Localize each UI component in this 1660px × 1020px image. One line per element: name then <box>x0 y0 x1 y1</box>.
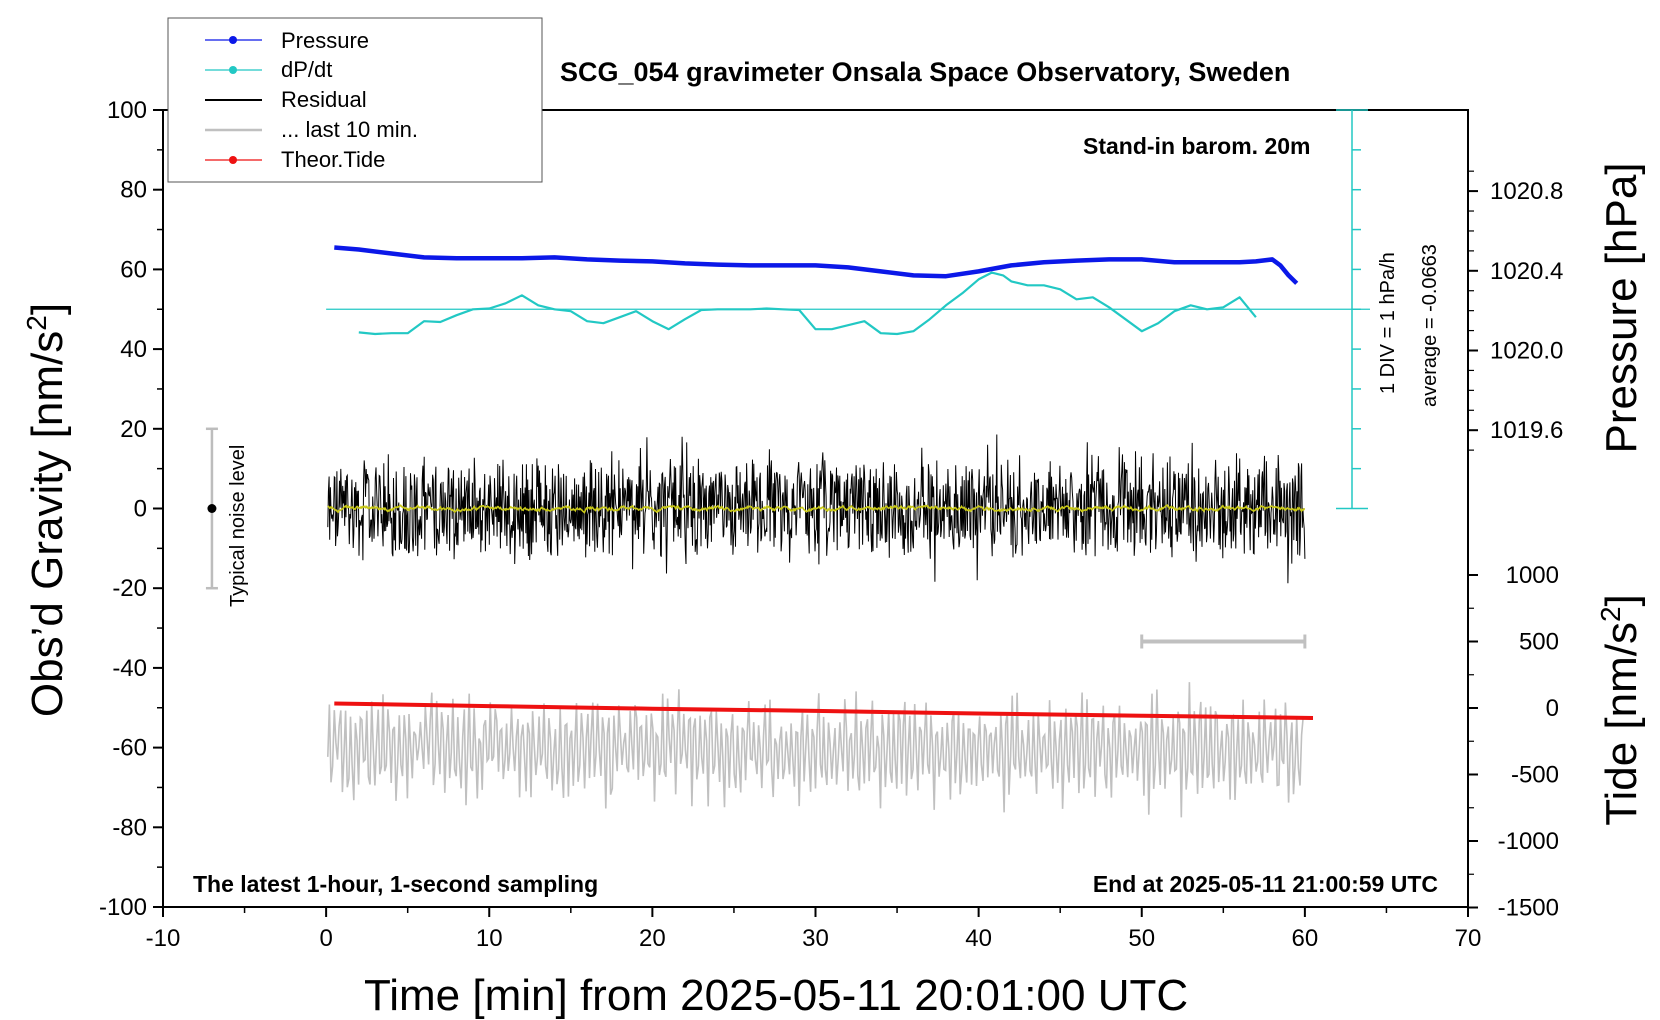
x-tick-label: 0 <box>319 925 332 952</box>
y-axis-pressure-title: Pressure [hPa] <box>1597 162 1646 453</box>
scale-note: 1 DIV = 1 hPa/h <box>1377 252 1399 394</box>
tide-tick-label: -1500 <box>1498 895 1559 922</box>
noise-bar-dot <box>207 504 217 513</box>
residual-line <box>327 434 1306 584</box>
y-tick-label: -100 <box>99 894 147 921</box>
y-axis-left-title: Obs’d Gravity [nm/s2] <box>21 303 72 717</box>
y-axis-tide-title-close: ] <box>1597 594 1646 606</box>
tide-line <box>334 701 1314 720</box>
x-axis: -10 0 10 20 30 40 50 60 70 <box>146 907 1482 952</box>
legend-tide-marker <box>229 156 237 164</box>
y-tick-label: -40 <box>112 655 147 682</box>
y-tick-label: 40 <box>120 336 147 363</box>
x-axis-title: Time [min] from 2025-05-11 20:01:00 UTC <box>364 971 1188 1020</box>
tide-tick-label: 500 <box>1519 629 1559 656</box>
tide-tick-label: -1000 <box>1498 828 1559 855</box>
x-tick-label: 20 <box>639 925 666 952</box>
x-tick-label: 30 <box>802 925 829 952</box>
pressure-tick-label: 1020.4 <box>1490 258 1563 285</box>
pressure-line <box>334 245 1299 285</box>
residual-smooth-line <box>327 504 1305 514</box>
x-tick-label: 60 <box>1292 925 1319 952</box>
legend-dpdt-marker <box>229 66 237 74</box>
y-tick-label: 20 <box>120 416 147 443</box>
chart-title: SCG_054 gravimeter Onsala Space Observat… <box>560 57 1290 87</box>
tide-series <box>334 701 1314 720</box>
last10-series <box>327 682 1304 818</box>
x-tick-label: -10 <box>146 925 181 952</box>
last10-scale-bar <box>1140 634 1307 649</box>
legend-last10-label: ... last 10 min. <box>281 117 418 142</box>
x-tick-label: 70 <box>1455 925 1482 952</box>
residual-series <box>327 434 1306 584</box>
y-axis-left-title-sup: 2 <box>21 315 52 331</box>
legend-dpdt-label: dP/dt <box>281 57 332 82</box>
pressure-tick-label: 1020.8 <box>1490 178 1563 205</box>
y-tick-label: 80 <box>120 177 147 204</box>
legend-pressure-label: Pressure <box>281 28 369 53</box>
y-axis-right: 1020.8 1020.4 1020.0 1019.6 1000 500 0 -500 -100… <box>1468 170 1563 922</box>
y-axis-left-title-main: Obs’d Gravity [nm/s <box>23 331 72 717</box>
x-tick-label: 40 <box>965 925 992 952</box>
tide-tick-label: -500 <box>1511 762 1559 789</box>
tide-tick-label: 1000 <box>1506 562 1559 589</box>
barometer-note: Stand-in barom. 20m <box>1083 133 1310 159</box>
average-note: average = -0.0663 <box>1419 244 1441 407</box>
pressure-series <box>334 245 1299 285</box>
noise-note: Typical noise level <box>227 445 249 607</box>
y-axis-tide-title: Tide [nm/s2] <box>1595 594 1646 826</box>
x-tick-label: 50 <box>1128 925 1155 952</box>
pressure-tick-label: 1019.6 <box>1490 417 1563 444</box>
y-axis-left: 100 80 60 40 20 0 -20 -40 -60 -80 -100 <box>99 97 163 921</box>
end-note: End at 2025-05-11 21:00:59 UTC <box>1093 871 1438 897</box>
pressure-tick-label: 1020.0 <box>1490 338 1563 365</box>
y-tick-label: -80 <box>112 814 147 841</box>
noise-level-bar <box>205 427 218 590</box>
y-tick-label: -60 <box>112 735 147 762</box>
legend-tide-label: Theor.Tide <box>281 147 385 172</box>
last10-line <box>327 682 1304 818</box>
dpdt-line <box>358 271 1257 336</box>
y-axis-left-title-close: ] <box>23 303 72 315</box>
y-tick-label: 60 <box>120 256 147 283</box>
tide-tick-label: 0 <box>1546 695 1559 722</box>
y-tick-label: -20 <box>112 575 147 602</box>
x-tick-label: 10 <box>476 925 503 952</box>
legend-residual-label: Residual <box>281 87 367 112</box>
y-axis-tide-title-sup: 2 <box>1595 606 1626 622</box>
legend: Pressure dP/dt Residual ... last 10 min.… <box>167 17 543 183</box>
sampling-note: The latest 1-hour, 1-second sampling <box>193 871 598 897</box>
dpdt-scale <box>326 109 1370 510</box>
y-tick-label: 100 <box>107 97 147 124</box>
dpdt-series <box>358 271 1257 336</box>
y-axis-tide-title-main: Tide [nm/s <box>1597 622 1646 826</box>
legend-pressure-marker <box>229 36 237 44</box>
y-tick-label: 0 <box>134 496 147 523</box>
